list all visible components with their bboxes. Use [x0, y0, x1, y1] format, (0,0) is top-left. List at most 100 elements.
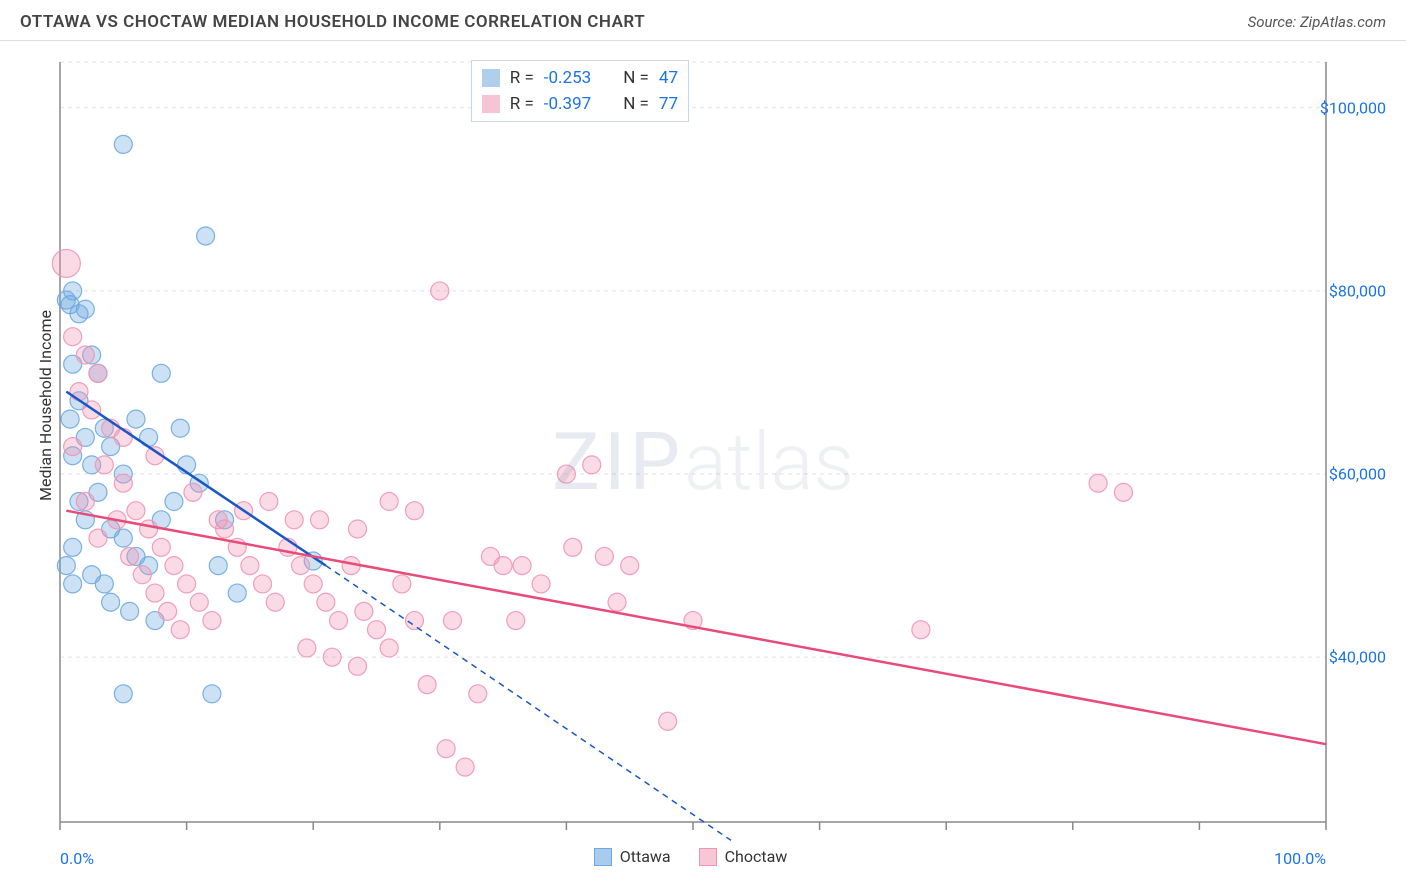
stats-row: R =-0.397N =77 [482, 91, 678, 117]
data-point [557, 465, 575, 483]
data-point [64, 328, 82, 346]
stat-r-value: -0.253 [544, 65, 591, 91]
data-point [583, 456, 601, 474]
legend-label: Choctaw [725, 847, 788, 866]
data-point [368, 621, 386, 639]
data-point [431, 282, 449, 300]
data-point [64, 282, 82, 300]
data-point [203, 612, 221, 630]
data-point [304, 575, 322, 593]
data-point [912, 621, 930, 639]
y-axis-label: Median Household Income [36, 310, 55, 501]
y-tick-label: $80,000 [1329, 281, 1386, 300]
data-point [57, 557, 75, 575]
data-point [64, 575, 82, 593]
data-point [355, 602, 373, 620]
trend-line [66, 511, 1326, 744]
legend-item: Choctaw [699, 847, 788, 866]
data-point [311, 511, 329, 529]
data-point [114, 529, 132, 547]
data-point [349, 520, 367, 538]
data-point [532, 575, 550, 593]
data-point [380, 493, 398, 511]
data-point [330, 612, 348, 630]
stat-r-value: -0.397 [544, 91, 591, 117]
data-point [184, 483, 202, 501]
data-point [95, 575, 113, 593]
data-point [443, 612, 461, 630]
data-point [595, 547, 613, 565]
stats-legend-box: R = -0.253 N = 47R =-0.397N =77 [471, 60, 689, 122]
data-point [285, 511, 303, 529]
x-tick-label: 100.0% [1274, 849, 1326, 868]
data-point [418, 676, 436, 694]
data-point [133, 566, 151, 584]
data-point [209, 511, 227, 529]
data-point [209, 557, 227, 575]
legend-item: Ottawa [594, 847, 671, 866]
data-point [152, 364, 170, 382]
data-point [317, 593, 335, 611]
data-point [507, 612, 525, 630]
data-point [171, 419, 189, 437]
trend-line-extrapolated [326, 566, 731, 841]
scatter-chart [20, 52, 1386, 872]
data-point [197, 227, 215, 245]
data-point [140, 520, 158, 538]
data-point [114, 685, 132, 703]
data-point [152, 538, 170, 556]
data-point [621, 557, 639, 575]
data-point [266, 593, 284, 611]
data-point [190, 593, 208, 611]
legend-swatch [594, 848, 612, 866]
x-tick-label: 0.0% [60, 849, 94, 868]
data-point [146, 584, 164, 602]
data-point [513, 557, 531, 575]
data-point [127, 502, 145, 520]
data-point [76, 493, 94, 511]
chart-source: Source: ZipAtlas.com [1248, 13, 1386, 31]
data-point [254, 575, 272, 593]
stats-row: R = -0.253 N = 47 [482, 65, 678, 91]
stat-r-label: R = [510, 65, 534, 91]
data-point [456, 758, 474, 776]
data-point [349, 657, 367, 675]
data-point [380, 639, 398, 657]
legend-swatch [699, 848, 717, 866]
data-point [114, 474, 132, 492]
data-point [405, 612, 423, 630]
data-point [494, 557, 512, 575]
chart-title: OTTAWA VS CHOCTAW MEDIAN HOUSEHOLD INCOM… [20, 12, 645, 32]
stat-n-value: 47 [659, 65, 678, 91]
data-point [61, 410, 79, 428]
data-point [608, 593, 626, 611]
data-point [393, 575, 411, 593]
legend-label: Ottawa [620, 847, 671, 866]
data-point [76, 346, 94, 364]
data-point [89, 364, 107, 382]
y-tick-label: $60,000 [1329, 465, 1386, 484]
data-point [165, 493, 183, 511]
legend-swatch [482, 95, 500, 113]
data-point [64, 538, 82, 556]
data-point [70, 383, 88, 401]
data-point [178, 575, 196, 593]
data-point [121, 547, 139, 565]
data-point [241, 557, 259, 575]
data-point [171, 621, 189, 639]
data-point [1114, 483, 1132, 501]
data-point [102, 593, 120, 611]
data-point [127, 410, 145, 428]
stat-n-label: N = [623, 65, 649, 91]
data-point [52, 249, 80, 277]
data-point [323, 648, 341, 666]
data-point [298, 639, 316, 657]
chart-area: ZIPatlas Median Household Income R =-0.2… [20, 52, 1386, 872]
data-point [76, 300, 94, 318]
data-point [203, 685, 221, 703]
stat-n-value: 77 [659, 91, 678, 117]
bottom-legend: Ottawa Choctaw [594, 847, 788, 866]
data-point [114, 135, 132, 153]
data-point [64, 438, 82, 456]
legend-swatch [482, 69, 500, 87]
